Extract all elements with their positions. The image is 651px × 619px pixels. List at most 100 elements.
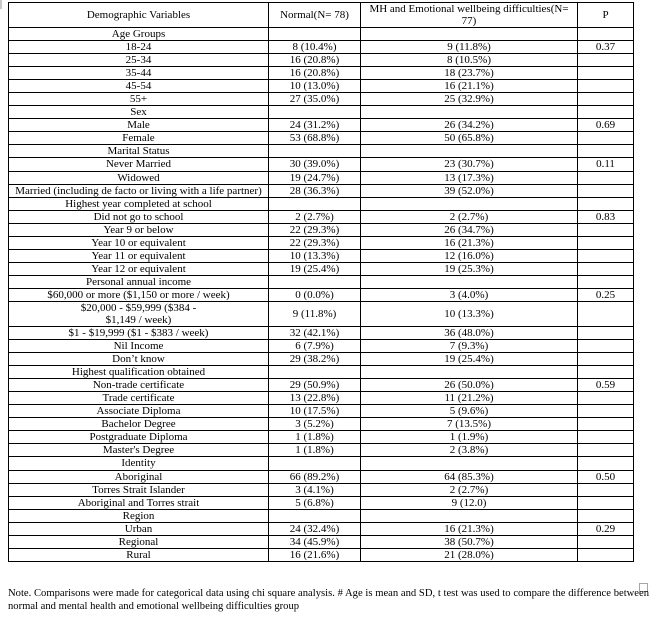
p-value-cell <box>577 495 634 510</box>
data-row: 18-24 8 (10.4%) 9 (11.8%) 0.37 <box>8 40 634 55</box>
section-row: Region <box>8 508 634 523</box>
header-row: Demographic Variables Normal(N= 78) MH a… <box>8 2 634 28</box>
p-value-cell <box>577 66 634 81</box>
variable-cell: Year 9 or below <box>8 222 269 237</box>
data-row: Widowed 19 (24.7%) 13 (17.3%) <box>8 170 634 185</box>
variable-cell: Identity <box>8 456 269 471</box>
normal-count-cell: 1 (1.8%) <box>268 430 361 445</box>
variable-cell: 25-34 <box>8 53 269 68</box>
data-row: 25-34 16 (20.8%) 8 (10.5%) <box>8 53 634 68</box>
demographics-table: Demographic Variables Normal(N= 78) MH a… <box>8 2 634 562</box>
p-value-cell <box>577 26 634 42</box>
variable-cell: 35-44 <box>8 66 269 81</box>
normal-count-cell: 0 (0.0%) <box>268 287 361 302</box>
normal-count-cell <box>268 456 361 471</box>
variable-cell: Female <box>8 131 269 146</box>
mh-count-cell: 7 (9.3%) <box>360 339 578 354</box>
mh-count-cell: 3 (4.0%) <box>360 287 578 302</box>
p-value-cell <box>577 53 634 68</box>
p-value-cell <box>577 534 634 549</box>
data-row: Postgraduate Diploma 1 (1.8%) 1 (1.9%) <box>8 430 634 445</box>
mh-count-cell: 1 (1.9%) <box>360 430 578 445</box>
normal-count-cell: 16 (20.8%) <box>268 66 361 81</box>
col-header-mh-difficulties: MH and Emotional wellbeing difficulties(… <box>360 2 578 28</box>
normal-count-cell: 28 (36.3%) <box>268 183 361 198</box>
variable-cell: Rural <box>8 547 269 562</box>
variable-cell: Torres Strait Islander <box>8 482 269 497</box>
variable-cell: Non-trade certificate <box>8 378 269 393</box>
p-value-cell <box>577 508 634 523</box>
mh-count-cell: 36 (48.0%) <box>360 325 578 341</box>
col-header-demographic-variables: Demographic Variables <box>8 2 269 28</box>
variable-cell: Widowed <box>8 170 269 185</box>
data-row: Rural 16 (21.6%) 21 (28.0%) <box>8 547 634 562</box>
mh-count-cell: 21 (28.0%) <box>360 547 578 562</box>
p-value-cell <box>577 261 634 276</box>
normal-count-cell <box>268 508 361 523</box>
mh-count-cell: 19 (25.3%) <box>360 261 578 276</box>
normal-count-cell: 16 (20.8%) <box>268 53 361 68</box>
mh-count-cell: 64 (85.3%) <box>360 469 578 484</box>
p-value-cell <box>577 325 634 341</box>
p-value-cell: 0.59 <box>577 378 634 393</box>
data-row: Aboriginal and Torres strait 5 (6.8%) 9 (1… <box>8 495 634 510</box>
mh-count-cell: 18 (23.7%) <box>360 66 578 81</box>
variable-cell: Trade certificate <box>8 391 269 406</box>
data-row: 55+ 27 (35.0%) 25 (32.9%) <box>8 92 634 107</box>
normal-count-cell: 53 (68.8%) <box>268 131 361 146</box>
mh-count-cell: 2 (3.8%) <box>360 443 578 458</box>
data-row: Trade certificate 13 (22.8%) 11 (21.2%) <box>8 391 634 406</box>
normal-count-cell <box>268 274 361 289</box>
data-row: Bachelor Degree 3 (5.2%) 7 (13.5%) <box>8 417 634 432</box>
data-row: Non-trade certificate 29 (50.9%) 26 (50.0%… <box>8 378 634 393</box>
variable-cell: 18-24 <box>8 40 269 55</box>
variable-cell: Postgraduate Diploma <box>8 430 269 445</box>
variable-cell: $1 - $19,999 ($1 - $383 / week) <box>8 325 269 341</box>
data-row: Year 12 or equivalent 19 (25.4%) 19 (25.3%… <box>8 261 634 276</box>
p-value-cell: 0.37 <box>577 40 634 55</box>
table-resize-handle-icon <box>639 583 648 592</box>
p-value-cell <box>577 235 634 250</box>
mh-count-cell: 38 (50.7%) <box>360 534 578 549</box>
normal-count-cell: 3 (4.1%) <box>268 482 361 497</box>
p-value-cell <box>577 92 634 107</box>
normal-count-cell: 22 (29.3%) <box>268 222 361 237</box>
data-row: $1 - $19,999 ($1 - $383 / week) 32 (42.1%… <box>8 325 634 341</box>
data-row: 35-44 16 (20.8%) 18 (23.7%) <box>8 66 634 81</box>
p-value-cell <box>577 79 634 94</box>
variable-cell: Regional <box>8 534 269 549</box>
normal-count-cell: 30 (39.0%) <box>268 157 361 172</box>
mh-count-cell: 19 (25.4%) <box>360 352 578 367</box>
mh-count-cell: 11 (21.2%) <box>360 391 578 406</box>
p-value-cell <box>577 144 634 159</box>
p-value-cell <box>577 352 634 367</box>
mh-count-cell <box>360 508 578 523</box>
variable-cell: $20,000 - $59,999 ($384 - $1,149 / week) <box>8 300 269 327</box>
table-note: Note. Comparisons were made for categori… <box>8 588 649 612</box>
normal-count-cell: 10 (17.5%) <box>268 404 361 419</box>
p-value-cell: 0.25 <box>577 287 634 302</box>
normal-count-cell: 6 (7.9%) <box>268 339 361 354</box>
data-row: 45-54 10 (13.0%) 16 (21.1%) <box>8 79 634 94</box>
normal-count-cell <box>268 365 361 380</box>
section-row: Sex <box>8 105 634 120</box>
variable-cell: Region <box>8 508 269 523</box>
normal-count-cell <box>268 196 361 211</box>
variable-cell: Urban <box>8 521 269 536</box>
normal-count-cell: 24 (32.4%) <box>268 521 361 536</box>
mh-count-cell <box>360 456 578 471</box>
p-value-cell <box>577 365 634 380</box>
variable-cell: Personal annual income <box>8 274 269 289</box>
data-row: $20,000 - $59,999 ($384 - $1,149 / week)… <box>8 300 634 327</box>
p-value-cell <box>577 417 634 432</box>
normal-count-cell: 32 (42.1%) <box>268 325 361 341</box>
variable-cell: Nil Income <box>8 339 269 354</box>
normal-count-cell <box>268 144 361 159</box>
section-row: Marital Status <box>8 144 634 159</box>
normal-count-cell: 29 (38.2%) <box>268 352 361 367</box>
normal-count-cell: 34 (45.9%) <box>268 534 361 549</box>
normal-count-cell: 19 (24.7%) <box>268 170 361 185</box>
mh-count-cell: 9 (12.0) <box>360 495 578 510</box>
p-value-cell <box>577 274 634 289</box>
